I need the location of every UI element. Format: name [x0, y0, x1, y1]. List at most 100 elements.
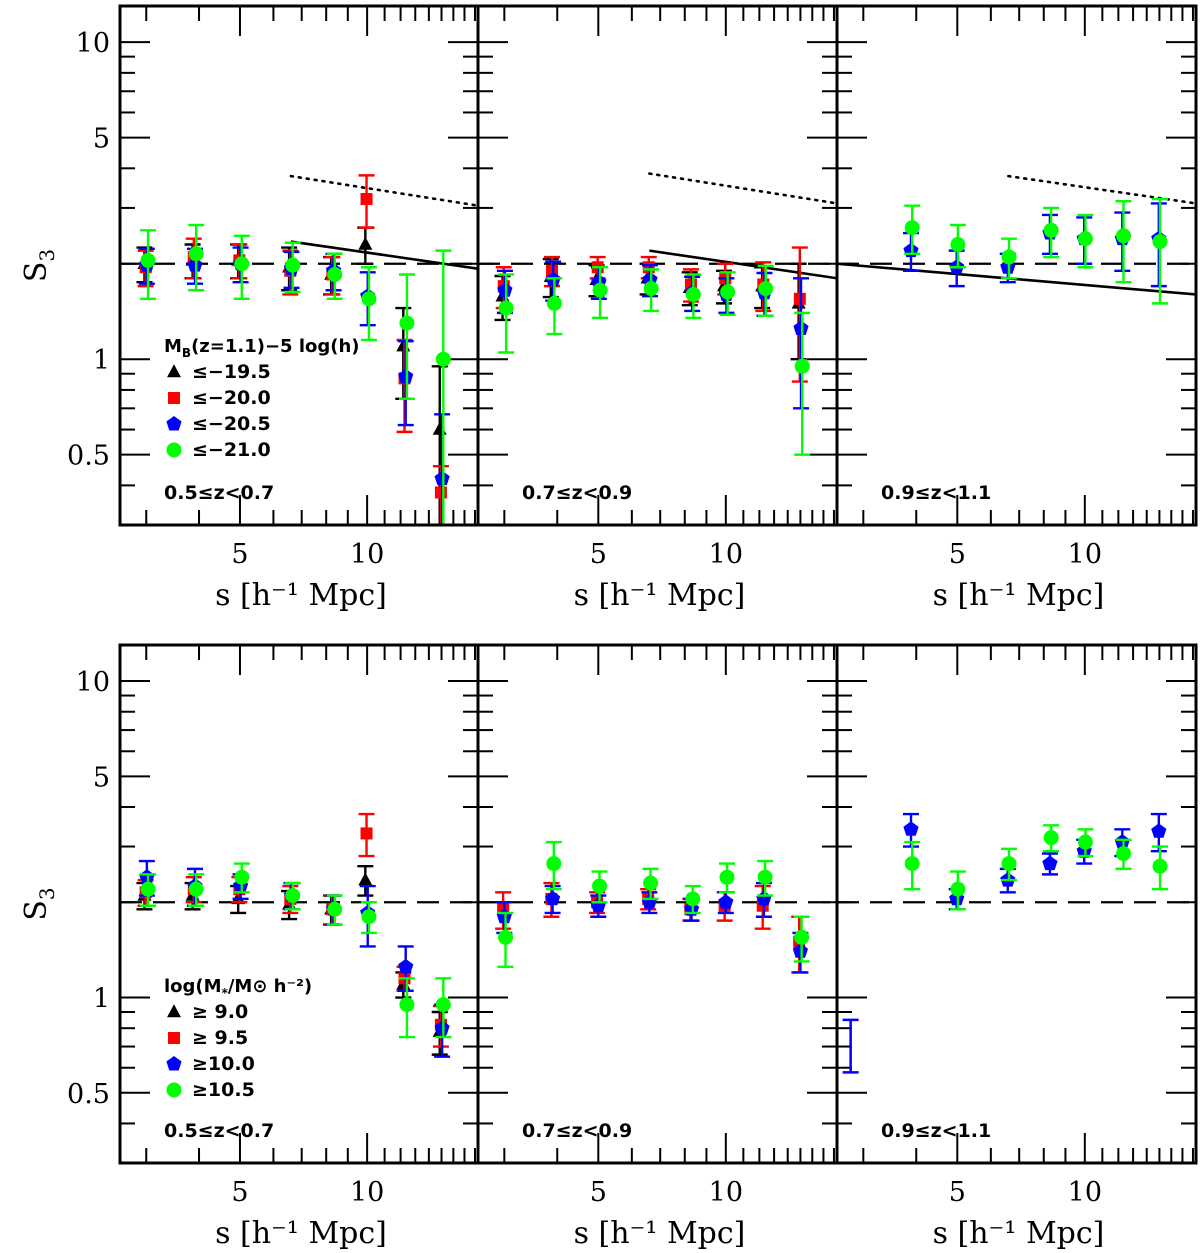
data-point [793, 915, 810, 963]
data-marker [188, 246, 204, 262]
data-marker [1001, 249, 1017, 265]
data-marker [643, 875, 659, 891]
y-tick-label: 10 [76, 28, 110, 59]
y-tick-label: 0.5 [67, 1079, 110, 1110]
model-solid-line [290, 240, 478, 270]
data-point [684, 884, 701, 915]
data-marker [757, 869, 773, 885]
data-marker [720, 284, 736, 300]
legend: log(M*/M⊙ h⁻²)≥ 9.0 ≥ 9.5 ≥10.0 ≥10.5 [164, 976, 312, 1101]
data-point [435, 249, 452, 525]
data-marker [435, 351, 451, 367]
data-point [140, 229, 157, 301]
data-point [233, 862, 250, 894]
data-point [358, 812, 375, 858]
legend-marker-square [168, 1032, 180, 1044]
data-marker [140, 881, 156, 897]
data-marker [361, 909, 377, 925]
legend-marker-square [168, 392, 180, 404]
series-circle [497, 840, 810, 969]
data-point [1077, 213, 1094, 269]
axis-ticks [120, 645, 478, 1164]
legend-entry: ≤−21.0 [166, 439, 271, 461]
redshift-label: 0.7≤z<0.9 [522, 1120, 632, 1142]
data-marker [1152, 858, 1168, 874]
model-dotted-line [648, 172, 837, 205]
series-circle [140, 862, 452, 1039]
legend-entry-label: ≤−20.0 [192, 387, 271, 409]
x-tick-label: 10 [709, 1177, 743, 1208]
data-point [357, 865, 374, 897]
data-marker [360, 827, 373, 840]
data-marker [685, 891, 701, 907]
panel-frame [835, 4, 1198, 527]
data-marker [327, 266, 343, 282]
data-point [592, 266, 609, 320]
data-marker [719, 869, 735, 885]
legend-entry-label: ≤−20.5 [192, 413, 271, 435]
y-tick-label: 1 [93, 345, 110, 376]
data-point [904, 840, 921, 891]
data-marker [1077, 834, 1093, 850]
panel-bottom-right: 5 10 s [h⁻¹ Mpc] 0.9≤z<1.1 [835, 643, 1198, 1251]
data-point [326, 894, 343, 926]
data-point [357, 226, 374, 265]
data-marker [498, 300, 514, 316]
y-tick-label: 5 [93, 762, 110, 793]
data-marker [950, 881, 966, 897]
axis-ticks [478, 645, 837, 1164]
data-marker [1116, 228, 1132, 244]
model-dotted-line [1007, 174, 1196, 205]
plot-area [478, 840, 837, 974]
data-marker [285, 257, 301, 273]
x-tick-label: 10 [350, 539, 384, 570]
data-marker [1077, 231, 1093, 247]
data-marker [285, 888, 301, 904]
data-marker [546, 856, 562, 872]
data-point [719, 862, 736, 894]
data-marker [234, 256, 250, 272]
data-marker [1042, 855, 1058, 871]
panel-top-left: 5 10 0.5 1 5 10 s [h⁻¹ Mpc] S3 0.5≤z<0.7 MB(z=1.1… [19, 4, 480, 613]
redshift-label: 0.5≤z<0.7 [164, 482, 274, 504]
data-point [719, 271, 736, 317]
series-square [137, 812, 449, 1048]
panel-frame [476, 643, 839, 1165]
data-marker [434, 470, 450, 486]
plot-area [120, 174, 478, 525]
redshift-label: 0.7≤z<0.9 [522, 482, 632, 504]
x-tick-label: 5 [590, 1177, 607, 1208]
x-tick-label: 5 [231, 1177, 248, 1208]
data-point [591, 870, 608, 904]
series-circle [140, 223, 452, 525]
data-marker [399, 315, 415, 331]
data-point [360, 266, 377, 342]
data-marker [139, 869, 155, 884]
data-point [498, 273, 515, 354]
model-dotted-line [289, 174, 478, 207]
redshift-label: 0.9≤z<1.1 [881, 1120, 991, 1142]
data-marker [140, 252, 156, 268]
data-marker [432, 421, 447, 435]
data-point [233, 234, 250, 301]
x-tick-label: 5 [949, 539, 966, 570]
data-marker [1116, 846, 1132, 862]
data-point [1041, 852, 1058, 876]
data-marker [904, 220, 920, 236]
data-point [545, 840, 562, 891]
legend-marker-circle [166, 1082, 182, 1098]
data-point [284, 241, 301, 294]
legend-marker-triangle [167, 364, 181, 378]
data-marker [950, 237, 966, 253]
data-point [949, 870, 966, 911]
x-tick-label: 5 [949, 1177, 966, 1208]
data-marker [793, 320, 809, 335]
data-marker [643, 281, 659, 297]
legend-entry: ≤−20.5 [166, 413, 271, 435]
y-tick-label: 10 [76, 667, 110, 698]
data-marker [794, 929, 810, 945]
data-marker [1043, 222, 1059, 238]
data-point [757, 264, 774, 318]
legend-entry-label: ≤−21.0 [192, 439, 271, 461]
